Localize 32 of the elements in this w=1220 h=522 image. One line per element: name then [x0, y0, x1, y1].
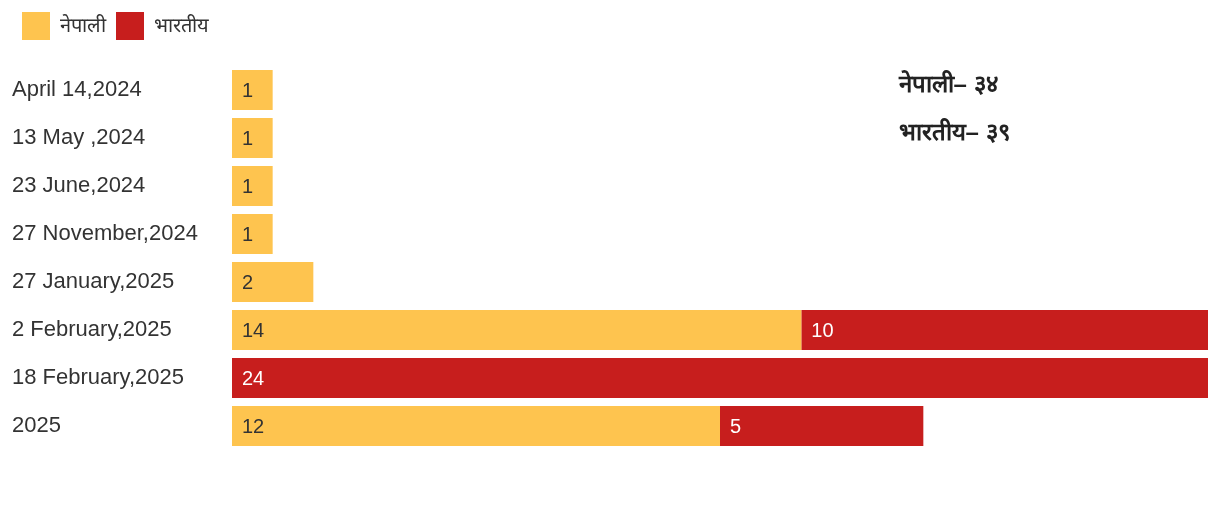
y-tick-label: 18 February,2025	[12, 364, 185, 390]
y-tick-label: 23 June,2024	[12, 172, 146, 198]
data-label: 14	[242, 318, 265, 341]
bar	[232, 262, 314, 302]
y-tick-label: April 14,2024	[12, 76, 142, 102]
legend-label: नेपाली	[60, 13, 107, 36]
y-tick-label: 27 January,2025	[12, 268, 175, 294]
bar	[801, 310, 1208, 350]
annotation: नेपाली– ३४	[897, 69, 998, 97]
y-tick-label: 2 February,2025	[12, 316, 172, 342]
y-tick-label: 13 May ,2024	[12, 124, 146, 150]
data-label: 2	[242, 270, 254, 293]
bar	[232, 310, 802, 350]
bar	[232, 406, 720, 446]
data-label: 10	[811, 318, 834, 341]
y-tick-label: 2025	[12, 412, 61, 438]
bar	[232, 358, 1208, 398]
data-label: 1	[242, 222, 254, 245]
data-label: 24	[242, 366, 265, 389]
annotation: भारतीय– ३९	[898, 117, 1010, 145]
bar	[232, 70, 273, 110]
bar	[232, 118, 273, 158]
bar	[232, 166, 273, 206]
data-label: 1	[242, 126, 254, 149]
y-tick-label: 27 November,2024	[12, 220, 198, 246]
data-label: 12	[242, 414, 265, 437]
data-label: 1	[242, 174, 254, 197]
data-label: 5	[730, 414, 742, 437]
data-label: 1	[242, 78, 254, 101]
bar	[720, 406, 924, 446]
bar	[232, 214, 273, 254]
legend-label: भारतीय	[154, 13, 209, 36]
